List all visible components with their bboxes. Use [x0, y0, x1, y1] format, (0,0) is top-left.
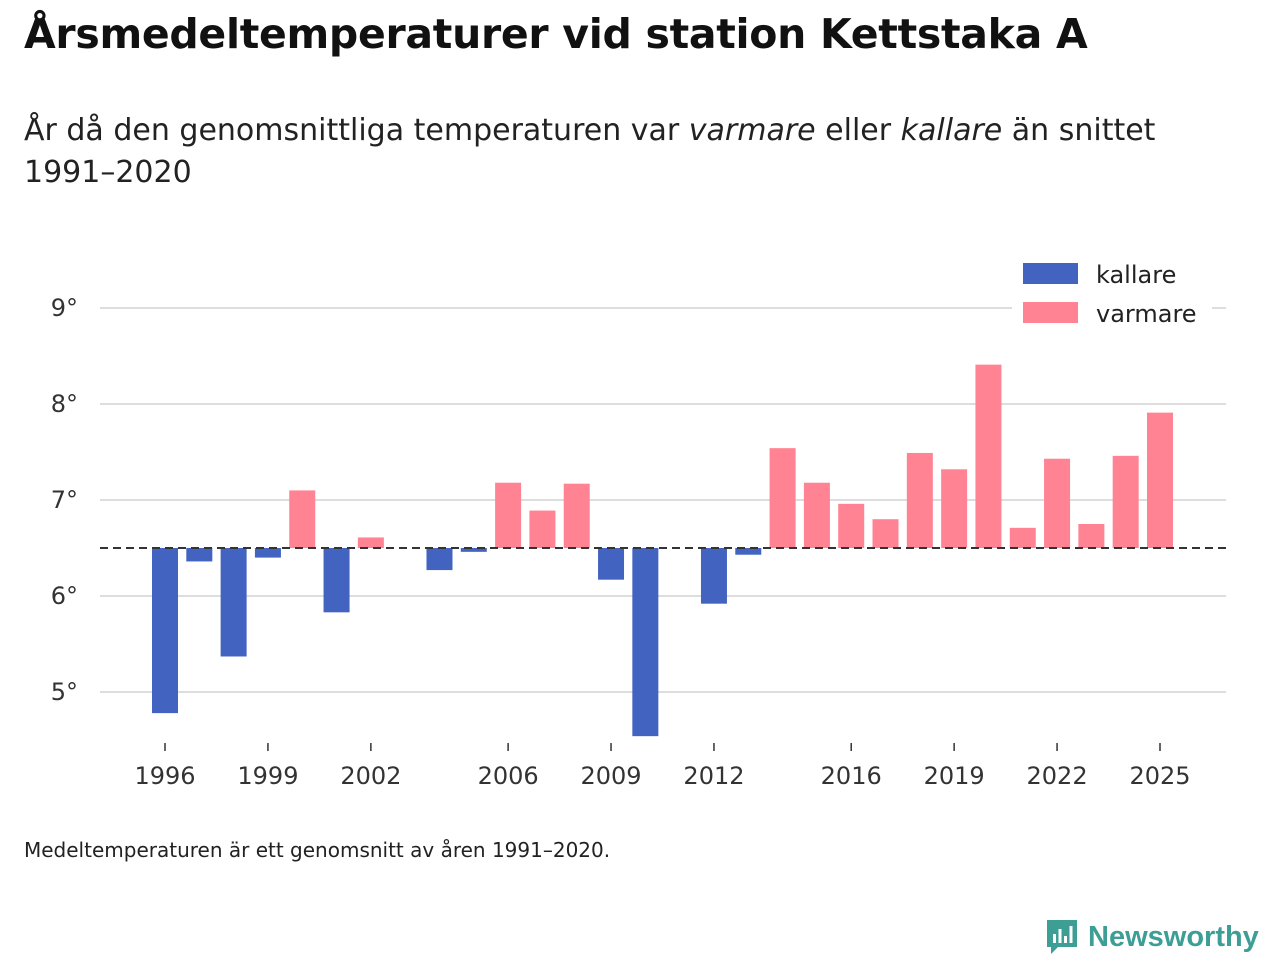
- legend-label-varmare: varmare: [1096, 300, 1197, 328]
- x-tick-label: 2025: [1129, 762, 1190, 790]
- brand-logo[interactable]: Newsworthy: [1044, 917, 1259, 957]
- y-tick-label: 5°: [51, 678, 78, 706]
- subtitle-warmer: varmare: [688, 113, 816, 148]
- subtitle-part-3: än snittet 1991–2020: [24, 113, 1156, 190]
- footnote: Medeltemperaturen är ett genomsnitt av å…: [24, 838, 611, 862]
- bar-2021: [1009, 527, 1036, 548]
- bar-1997: [186, 548, 213, 562]
- bar-2000: [289, 490, 316, 548]
- x-tick-label: 2022: [1027, 762, 1088, 790]
- x-tick-label: 2019: [924, 762, 985, 790]
- y-tick-label: 8°: [51, 390, 78, 418]
- legend-label-kallare: kallare: [1096, 261, 1176, 289]
- x-tick-label: 1999: [237, 762, 298, 790]
- x-tick-label: 2006: [478, 762, 539, 790]
- y-tick-label: 7°: [51, 486, 78, 514]
- bar-2009: [598, 548, 625, 580]
- bar-2002: [357, 537, 384, 548]
- bar-2023: [1078, 524, 1105, 548]
- bar-2014: [769, 448, 796, 548]
- bar-2010: [632, 548, 659, 737]
- newsworthy-logo-icon: [1047, 920, 1077, 954]
- x-tick-label: 2002: [340, 762, 401, 790]
- bar-2012: [700, 548, 727, 604]
- bar-2022: [1044, 458, 1071, 548]
- bar-1996: [152, 548, 178, 714]
- legend-swatch-kallare: [1023, 263, 1078, 284]
- bar-2017: [872, 519, 899, 548]
- bar-2005: [460, 548, 487, 552]
- bar-2020: [975, 364, 1002, 548]
- bar-2004: [426, 548, 453, 571]
- bar-2015: [803, 482, 830, 548]
- bar-2008: [563, 483, 590, 548]
- bar-2007: [529, 510, 556, 548]
- bar-2018: [906, 452, 933, 548]
- bar-2006: [495, 482, 522, 548]
- bar-1999: [254, 548, 281, 558]
- bar-2013: [735, 548, 762, 555]
- legend-swatch-varmare: [1023, 302, 1078, 323]
- y-tick-label: 9°: [51, 294, 78, 322]
- subtitle-part-2: eller: [815, 113, 901, 148]
- x-tick-label: 2012: [683, 762, 744, 790]
- brand-name: Newsworthy: [1088, 920, 1259, 953]
- bar-1998: [220, 548, 247, 657]
- bar-2024: [1112, 455, 1139, 548]
- bar-2019: [941, 469, 968, 548]
- chart-subtitle: År då den genomsnittliga temperaturen va…: [24, 110, 1224, 194]
- subtitle-part-1: År då den genomsnittliga temperaturen va…: [24, 113, 689, 148]
- x-tick-label: 2009: [580, 762, 641, 790]
- x-tick-label: 1996: [134, 762, 195, 790]
- bar-2001: [323, 548, 350, 613]
- subtitle-colder: kallare: [900, 113, 1003, 148]
- chart-title: Årsmedeltemperaturer vid station Kettsta…: [24, 10, 1088, 58]
- bar-2025: [1147, 412, 1173, 548]
- bar-2016: [838, 503, 865, 548]
- y-tick-label: 6°: [51, 582, 78, 610]
- x-tick-label: 2016: [821, 762, 882, 790]
